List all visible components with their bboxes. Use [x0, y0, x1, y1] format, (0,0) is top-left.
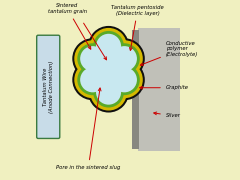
Text: Silver: Silver [154, 112, 181, 118]
Circle shape [109, 43, 140, 74]
Polygon shape [32, 3, 208, 179]
Circle shape [104, 38, 145, 79]
Polygon shape [138, 28, 180, 151]
Circle shape [80, 67, 105, 92]
FancyBboxPatch shape [37, 35, 60, 138]
Circle shape [74, 61, 111, 98]
Circle shape [93, 31, 124, 62]
Circle shape [93, 54, 124, 85]
Circle shape [96, 34, 121, 59]
Circle shape [106, 40, 143, 77]
Circle shape [88, 72, 129, 112]
Circle shape [77, 64, 108, 95]
Circle shape [96, 80, 121, 105]
Text: Sintered
tantalum grain: Sintered tantalum grain [48, 3, 91, 49]
Text: Tantalum Wire
(Anode Connection): Tantalum Wire (Anode Connection) [43, 61, 54, 113]
Circle shape [90, 74, 127, 111]
Circle shape [109, 64, 140, 95]
Circle shape [112, 67, 137, 92]
Circle shape [106, 61, 143, 98]
Circle shape [77, 43, 108, 74]
Text: Conductive
polymer
(Electrolyte): Conductive polymer (Electrolyte) [140, 41, 198, 66]
Circle shape [96, 57, 121, 82]
Circle shape [80, 46, 105, 71]
Text: Pore in the sintered slug: Pore in the sintered slug [56, 88, 120, 170]
Circle shape [90, 28, 127, 65]
Circle shape [90, 51, 127, 88]
Circle shape [74, 40, 111, 77]
Text: Tantalum pentoxide
(Dielectric layer): Tantalum pentoxide (Dielectric layer) [111, 5, 164, 50]
Text: Graphite: Graphite [140, 85, 189, 90]
Circle shape [93, 77, 124, 107]
Circle shape [72, 38, 113, 79]
Circle shape [112, 46, 137, 71]
Circle shape [88, 49, 129, 90]
Circle shape [104, 59, 145, 100]
Circle shape [72, 59, 113, 100]
Polygon shape [132, 30, 139, 149]
Circle shape [88, 26, 129, 67]
